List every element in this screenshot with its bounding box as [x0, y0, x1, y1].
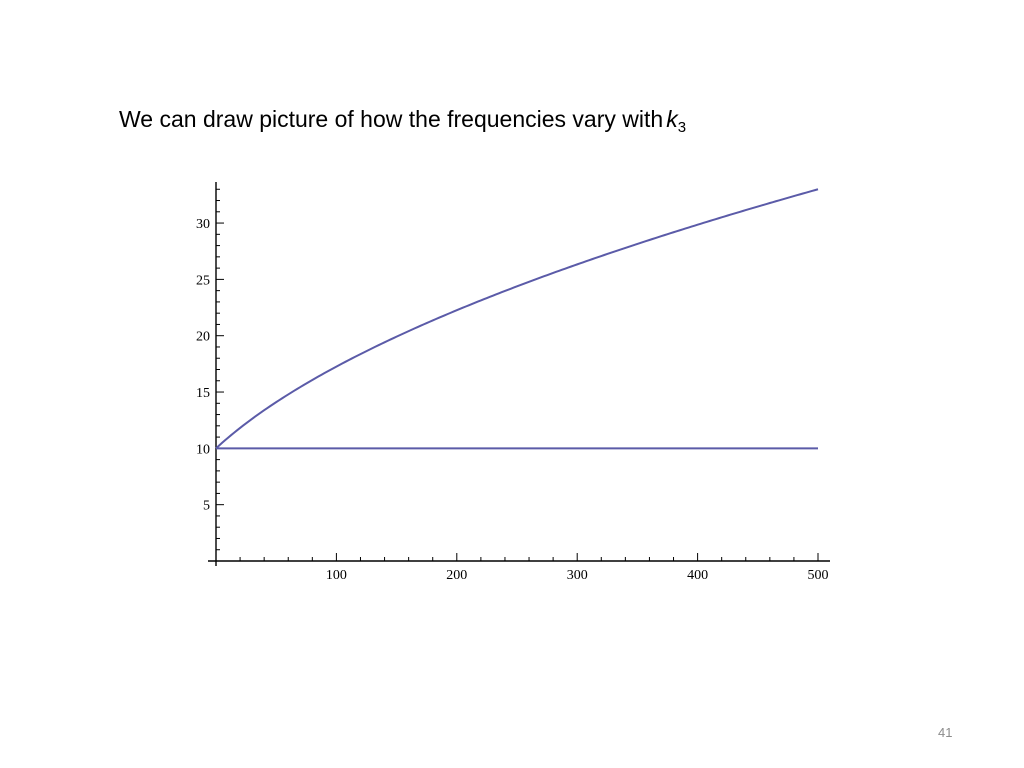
x-tick-label: 300	[567, 568, 588, 583]
chart-tick-labels: 100 200 300 400 500 5 10 15 20 25 30	[196, 217, 829, 583]
y-tick-label: 15	[196, 386, 210, 401]
y-tick-label: 20	[196, 330, 210, 345]
chart-series	[215, 188, 819, 450]
heading-subscript: 3	[677, 119, 687, 136]
series-line-1	[215, 188, 819, 450]
chart-ticks	[216, 188, 819, 561]
heading-variable: k	[666, 106, 678, 132]
y-tick-label: 30	[196, 217, 210, 232]
chart-axes	[208, 182, 830, 566]
x-tick-label: 500	[808, 568, 829, 583]
y-tick-label: 10	[196, 442, 210, 457]
page-number: 41	[938, 725, 953, 740]
y-tick-label: 25	[196, 273, 210, 288]
heading-text: We can draw picture of how the frequenci…	[119, 106, 664, 132]
slide-heading: We can draw picture of how the frequenci…	[119, 106, 686, 136]
x-tick-label: 400	[687, 568, 708, 583]
x-tick-label: 200	[446, 568, 467, 583]
y-tick-label: 5	[203, 499, 210, 514]
x-tick-label: 100	[326, 568, 347, 583]
